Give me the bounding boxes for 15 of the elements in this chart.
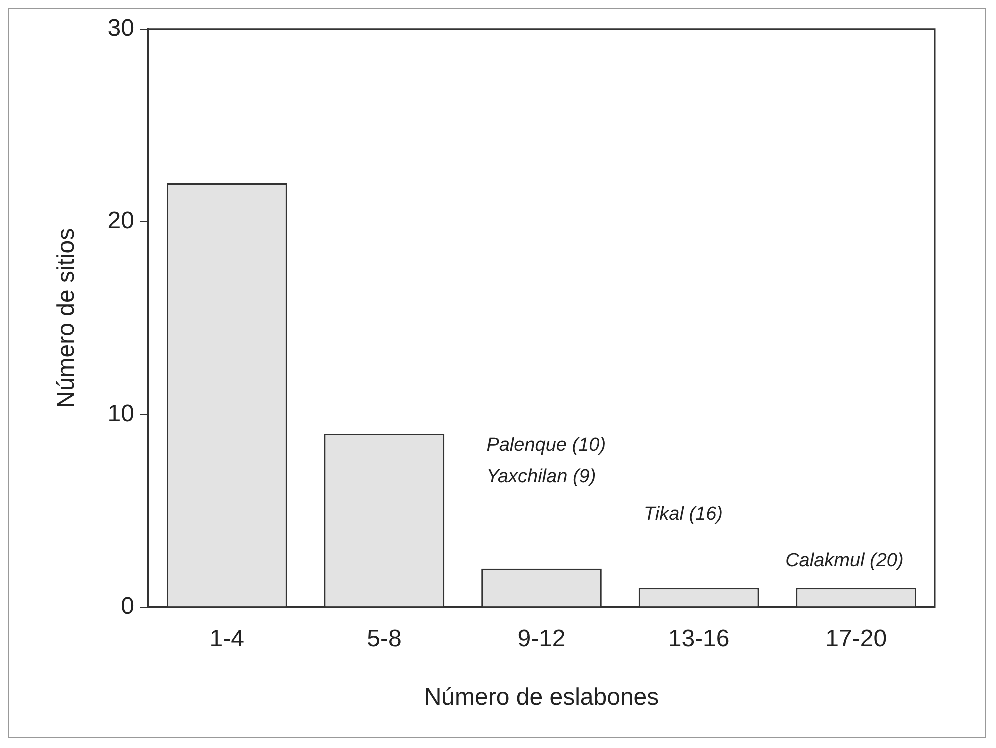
y-tick-label: 10	[108, 400, 134, 428]
x-tick-label: 5-8	[367, 625, 402, 652]
x-tick-label: 17-20	[826, 625, 888, 652]
x-tick-label: 1-4	[210, 625, 244, 652]
y-tick-label: 20	[108, 208, 134, 235]
annotation: Yaxchilan (9)	[486, 466, 596, 488]
x-tick-label: 9-12	[518, 625, 566, 652]
annotation: Calakmul (20)	[786, 550, 904, 572]
y-tick-label: 30	[108, 15, 134, 42]
y-axis-title: Número de sitios	[53, 228, 80, 408]
x-axis-title: Número de eslabones	[424, 684, 660, 712]
annotation: Palenque (10)	[486, 434, 606, 456]
annotation: Tikal (16)	[644, 504, 724, 526]
x-tick-label: 13-16	[668, 625, 730, 652]
y-tick-label: 0	[121, 593, 134, 620]
